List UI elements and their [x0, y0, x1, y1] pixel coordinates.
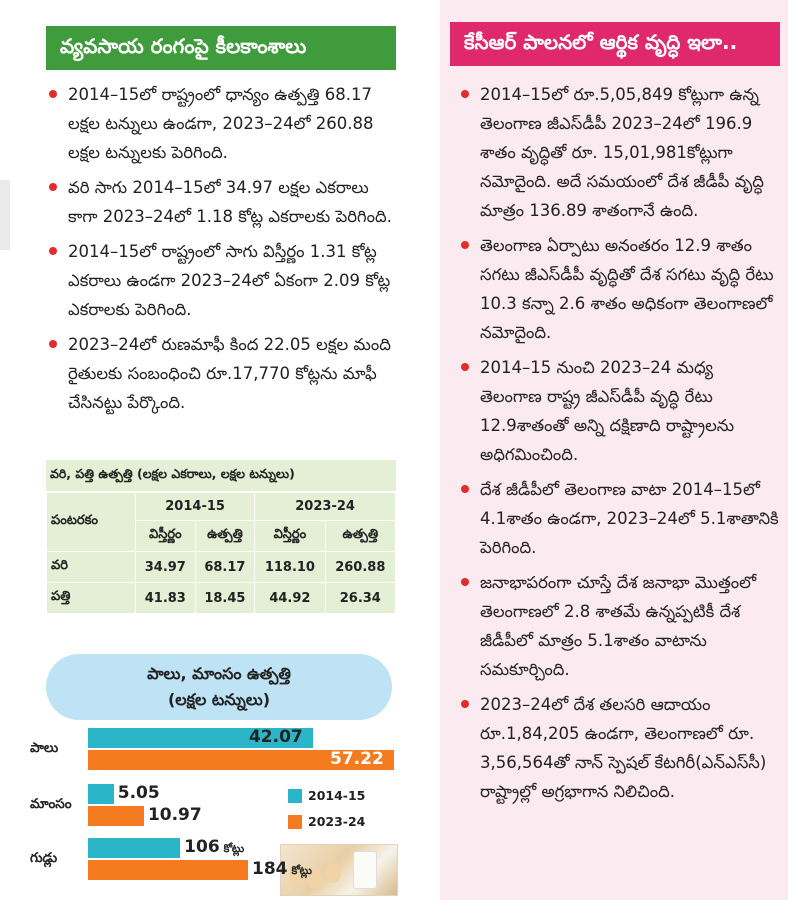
agriculture-bullet: వరి సాగు 2014–15లో 34.97 లక్షల ఎకరాలు కా… [46, 173, 396, 231]
crop-production-table-box: వరి, పత్తి ఉత్పత్తి (లక్షల ఎకరాలు, లక్షల… [46, 460, 397, 614]
bar-value-label: 42.07 [248, 727, 303, 747]
economic-bullet: 2023–24లో దేశ తలసరి ఆదాయం రూ.1,84,205 ఉం… [458, 690, 780, 806]
economic-bullet: తెలంగాణ ఏర్పాటు అనంతరం 12.9 శాతం సగటు జీ… [458, 231, 780, 347]
legend-swatch [288, 788, 302, 803]
agriculture-panel-header: వ్యవసాయ రంగంపై కీలకాంశాలు [46, 26, 396, 70]
table-row: పత్తి 41.83 18.45 44.92 26.34 [46, 582, 397, 614]
economic-growth-panel: కేసీఆర్ పాలనలో ఆర్థిక వృద్ధి ఇలా.. 2014–… [440, 0, 788, 900]
table-cell: 18.45 [194, 582, 256, 614]
economic-bullet: జనాభాపరంగా చూస్తే దేశ జనాభా మొత్తంలో తెల… [458, 568, 780, 684]
subheader-cell: ఉత్పత్తి [194, 520, 256, 552]
legend-item-2023-24: 2023-24 [288, 814, 365, 829]
bar-eggs-2014-15 [88, 838, 181, 858]
bar-milk-2023-24 [88, 750, 394, 770]
subheader-cell: విస్తీర్ణం [254, 520, 326, 552]
table-cell: 260.88 [324, 551, 397, 583]
bar-eggs-2023-24 [88, 860, 248, 880]
economic-growth-header: కేసీఆర్ పాలనలో ఆర్థిక వృద్ధి ఇలా.. [450, 22, 780, 66]
table-cell: 34.97 [135, 551, 196, 583]
table-cell: 26.34 [324, 582, 397, 614]
legend-item-2014-15: 2014-15 [288, 788, 365, 803]
egg-unit-label: కోట్లు [223, 842, 245, 855]
category-label-meat: మాంసం [30, 796, 72, 812]
bar-value-label: 10.97 [147, 805, 202, 825]
legend-label: 2023-24 [308, 814, 366, 829]
crop-name-cell: పత్తి [46, 582, 136, 614]
table-cell: 68.17 [194, 551, 256, 583]
table-header-row: పంటరకం 2014-15 2023-24 [46, 492, 396, 552]
agriculture-bullet: 2014–15లో రాష్ట్రంలో ధాన్యం ఉత్పత్తి 68.… [46, 80, 396, 167]
legend-swatch [288, 814, 302, 829]
legend-label: 2014-15 [308, 788, 366, 803]
chart-title: పాలు, మాంసం ఉత్పత్తి [147, 664, 291, 683]
agriculture-bullet-list: 2014–15లో రాష్ట్రంలో ధాన్యం ఉత్పత్తి 68.… [46, 80, 396, 423]
table-subheader-row: విస్తీర్ణం ఉత్పత్తి విస్తీర్ణం ఉత్పత్తి [47, 520, 397, 552]
subheader-cell: ఉత్పత్తి [324, 520, 397, 552]
economic-bullet: 2014–15లో రూ.5,05,849 కోట్లుగా ఉన్న తెలం… [458, 80, 780, 225]
bar-value-label: 5.05 [117, 783, 160, 803]
crop-production-table: పంటరకం 2014-15 2023-24 విస్తీర్ణం ఉత్పత్… [46, 492, 397, 614]
eggs-milk-photo [280, 844, 398, 896]
table-cell: 44.92 [254, 582, 326, 614]
category-label-eggs: గుడ్లు [30, 850, 58, 866]
economic-bullet: 2014–15 నుంచి 2023–24 మధ్య తెలంగాణ రాష్ట… [458, 353, 780, 469]
bar-value-label: 184 కోట్లు [252, 859, 312, 879]
bar-meat-2023-24 [88, 806, 144, 826]
bar-meat-2014-15 [88, 784, 114, 804]
table-row: వరి 34.97 68.17 118.10 260.88 [46, 551, 397, 583]
crop-name-cell: వరి [46, 551, 136, 583]
subheader-cell: విస్తీర్ణం [135, 520, 196, 552]
livestock-chart-header: పాలు, మాంసం ఉత్పత్తి (లక్షల టన్నులు) [46, 654, 392, 720]
agriculture-bullet: 2014–15లో రాష్ట్రంలో సాగు విస్తీర్ణం 1.3… [46, 237, 396, 324]
left-edge-fragment [0, 180, 10, 250]
year-header-cell: 2023-24 [254, 492, 396, 521]
category-label-milk: పాలు [30, 740, 59, 756]
agriculture-bullet: 2023–24లో రుణమాఫీ కింద 22.05 లక్షల మంది … [46, 330, 396, 417]
economic-bullet-list: 2014–15లో రూ.5,05,849 కోట్లుగా ఉన్న తెలం… [458, 80, 780, 812]
agriculture-panel: వ్యవసాయ రంగంపై కీలకాంశాలు 2014–15లో రాష్… [30, 8, 398, 898]
bar-value-label: 106 కోట్లు [184, 837, 245, 857]
economic-bullet: దేశ జీడీపీలో తెలంగాణ వాటా 2014–15లో 4.1శ… [458, 475, 780, 562]
crop-table-title: వరి, పత్తి ఉత్పత్తి (లక్షల ఎకరాలు, లక్షల… [46, 460, 396, 492]
bar-milk-2014-15 [88, 728, 313, 748]
chart-subtitle: (లక్షల టన్నులు) [167, 690, 271, 709]
crop-header-cell: పంటరకం [46, 492, 136, 552]
table-cell: 118.10 [254, 551, 326, 583]
livestock-bar-chart: పాలు 42.07 57.22 మాంసం 5.05 10.97 గుడ్లు 106 కోట… [30, 726, 400, 898]
egg-unit-label: కోట్లు [291, 864, 312, 877]
year-header-cell: 2014-15 [134, 492, 256, 521]
table-cell: 41.83 [135, 582, 196, 614]
bar-value-label: 57.22 [330, 749, 384, 769]
